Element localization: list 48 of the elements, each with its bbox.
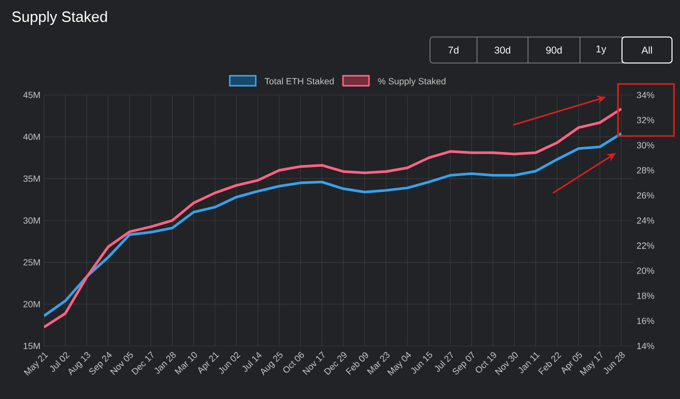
- x-tick-label: Aug 13: [68, 352, 90, 376]
- text: 90d: [546, 46, 562, 54]
- x-tick-label: Aug 25: [260, 352, 283, 376]
- y2-tick-label: 28%: [636, 167, 654, 174]
- x-tick-label: Apr 21: [198, 352, 220, 374]
- x-tick-label: Nov 05: [110, 352, 133, 375]
- x-tick-label: Feb 09: [346, 352, 368, 375]
- y-tick-label: 25M: [23, 259, 40, 266]
- y2-tick-label: 30%: [636, 142, 654, 148]
- y-tick-label: 40M: [23, 134, 40, 140]
- legend-label: Total ETH Staked: [264, 78, 334, 84]
- x-tick-label: Jul 14: [242, 352, 262, 372]
- y-tick-label: 45M: [23, 92, 40, 98]
- y2-tick-label: 34%: [636, 92, 654, 98]
- y2-tick-label: 14%: [637, 342, 654, 350]
- x-tick-label: Dec 29: [324, 352, 347, 375]
- text: 1y: [596, 46, 606, 54]
- y2-tick-label: 18%: [637, 292, 654, 299]
- chart-title: Supply Staked: [12, 11, 107, 25]
- text: 7d: [448, 46, 458, 54]
- text: 30d: [494, 46, 510, 54]
- x-tick-label: Jan 28: [154, 352, 176, 374]
- y-tick-label: 15M: [24, 342, 40, 350]
- y2-tick-label: 26%: [636, 192, 654, 199]
- y-tick-label: 35M: [23, 175, 40, 182]
- x-tick-label: May 21: [24, 352, 48, 376]
- y2-tick-label: 24%: [636, 217, 654, 224]
- y2-tick-label: 22%: [636, 242, 654, 249]
- x-tick-label: Jul 27: [434, 352, 453, 372]
- line-series: [44, 132, 623, 318]
- x-tick-label: Nov 30: [494, 352, 518, 375]
- y-tick-label: 20M: [23, 300, 40, 308]
- x-tick-label: Oct 06: [283, 352, 304, 373]
- y2-tick-label: 32%: [636, 116, 654, 124]
- y2-tick-label: 16%: [637, 318, 654, 324]
- x-tick-label: Jun 02: [218, 352, 241, 374]
- x-tick-label: Sep 07: [452, 351, 474, 374]
- x-tick-label: Oct 19: [476, 352, 496, 373]
- x-tick-label: Jun 28: [604, 352, 625, 374]
- legend-label: % Supply Staked: [378, 78, 446, 86]
- x-tick-label: Feb 22: [538, 352, 562, 375]
- x-tick-label: Jun 15: [411, 352, 432, 374]
- line-series: [44, 108, 623, 328]
- x-tick-label: Jul 02: [50, 352, 70, 372]
- y2-tick-label: 20%: [636, 268, 654, 274]
- text: All: [641, 46, 652, 54]
- x-tick-label: Mar 10: [174, 352, 197, 375]
- y-tick-label: 30M: [23, 217, 40, 224]
